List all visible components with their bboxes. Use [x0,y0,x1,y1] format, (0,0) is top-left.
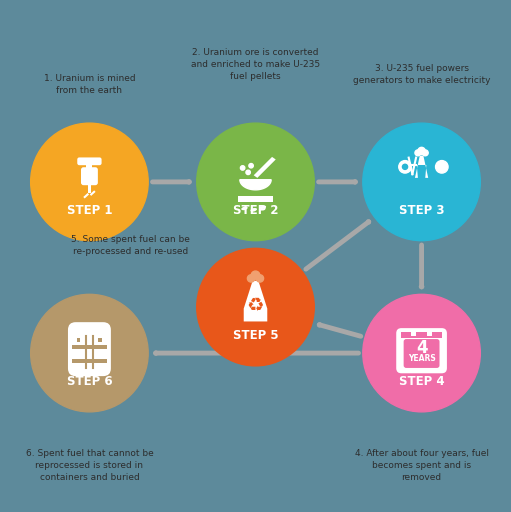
Text: STEP 3: STEP 3 [399,204,445,217]
Polygon shape [415,156,428,178]
Text: 2. Uranium ore is converted
and enriched to make U-235
fuel pellets: 2. Uranium ore is converted and enriched… [191,48,320,81]
Text: 4: 4 [416,339,427,357]
Circle shape [247,275,255,282]
FancyBboxPatch shape [401,332,442,338]
Text: STEP 1: STEP 1 [66,204,112,217]
Circle shape [197,123,314,241]
Circle shape [399,161,411,173]
Bar [86,159,92,169]
Circle shape [249,163,253,168]
Ellipse shape [260,205,266,209]
Circle shape [418,147,425,155]
Text: STEP 5: STEP 5 [233,329,278,342]
Circle shape [403,164,408,169]
Bar [72,345,107,349]
FancyBboxPatch shape [396,328,447,373]
FancyBboxPatch shape [81,167,98,185]
Bar [427,329,432,336]
FancyBboxPatch shape [77,157,102,165]
Text: 5. Some spent fuel can be
re-processed and re-used: 5. Some spent fuel can be re-processed a… [71,236,190,256]
Bar [238,196,273,202]
Circle shape [240,166,245,170]
Polygon shape [240,180,271,190]
Circle shape [31,294,148,412]
Text: STEP 2: STEP 2 [233,204,278,217]
Text: 6. Spent fuel that cannot be
reprocessed is stored in
containers and buried: 6. Spent fuel that cannot be reprocessed… [26,449,153,482]
Circle shape [435,161,448,173]
Bar [99,338,102,342]
Bar [87,182,91,193]
Circle shape [363,123,480,241]
Text: STEP 6: STEP 6 [66,375,112,388]
Polygon shape [253,157,276,178]
Bar [77,338,80,342]
Text: 3. U-235 fuel powers
generators to make electricity: 3. U-235 fuel powers generators to make … [353,64,491,85]
Circle shape [256,275,264,282]
Circle shape [197,248,314,366]
Text: STEP 4: STEP 4 [399,375,445,388]
Ellipse shape [241,206,248,210]
Ellipse shape [75,327,104,333]
Circle shape [246,170,250,175]
Bar [72,358,107,363]
Circle shape [363,294,480,412]
Circle shape [415,150,421,156]
Circle shape [31,123,148,241]
Polygon shape [244,281,267,322]
Text: 4. After about four years, fuel
becomes spent and is
removed: 4. After about four years, fuel becomes … [355,449,489,482]
Text: ♻: ♻ [247,296,264,315]
FancyBboxPatch shape [404,339,439,368]
Circle shape [422,150,428,156]
Text: 1. Uranium is mined
from the earth: 1. Uranium is mined from the earth [43,74,135,95]
Circle shape [251,271,260,280]
Ellipse shape [250,208,257,211]
Bar [411,329,416,336]
Text: YEARS: YEARS [408,354,435,364]
FancyBboxPatch shape [68,322,111,376]
